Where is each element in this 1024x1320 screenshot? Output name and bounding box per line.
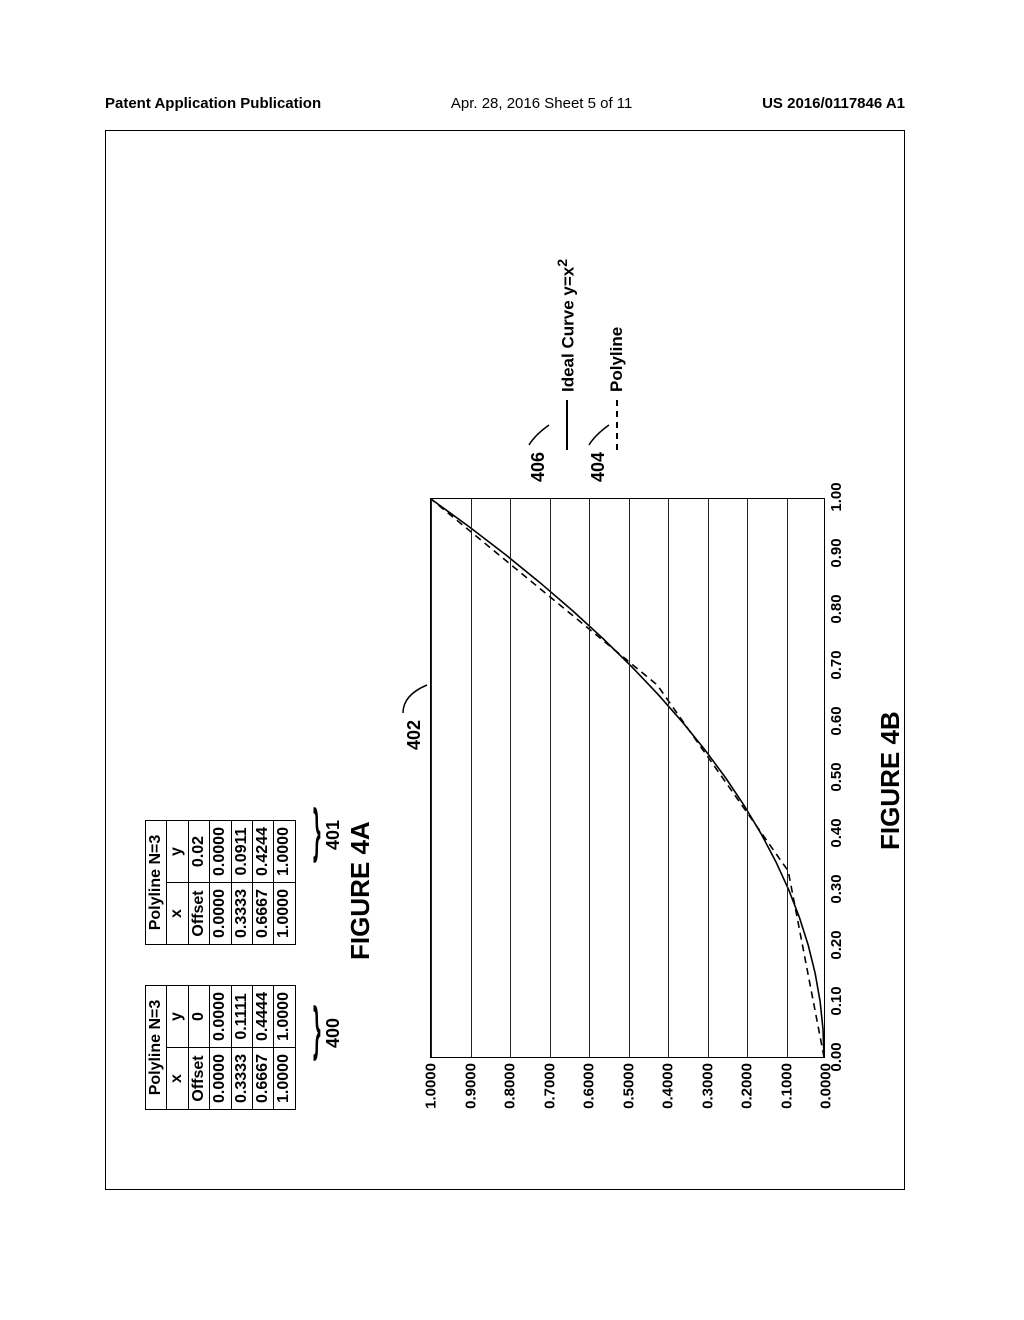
y-tick-label: 0.9000 xyxy=(462,1057,479,1109)
table-left-offset-label: Offset xyxy=(188,1048,209,1110)
figure-4b-chart: 402 0.00000.10000.20000.30000.40000.5000… xyxy=(425,250,875,1130)
table-cell: 0.4244 xyxy=(252,821,273,883)
y-tick-label: 0.2000 xyxy=(739,1057,756,1109)
table-right-col-x: x xyxy=(167,883,188,945)
figure-4b-caption: FIGURE 4B xyxy=(875,711,906,850)
y-tick-label: 0.7000 xyxy=(541,1057,558,1109)
x-tick-label: 1.00 xyxy=(824,482,845,511)
table-right-offset-value: 0.02 xyxy=(188,821,209,883)
chart-plot-area: 0.00000.10000.20000.30000.40000.50000.60… xyxy=(430,498,825,1058)
brace-icon: ⏟ xyxy=(285,985,319,1081)
y-tick-label: 0.8000 xyxy=(502,1057,519,1109)
y-tick-label: 0.1000 xyxy=(778,1057,795,1109)
refnum-401: ⏟ 401 xyxy=(289,820,344,850)
header-left: Patent Application Publication xyxy=(105,95,321,112)
table-cell: 0.3333 xyxy=(231,1048,252,1110)
legend-line-polyline xyxy=(616,400,618,450)
table-left-title: Polyline N=3 xyxy=(146,986,167,1110)
table-cell: 0.0000 xyxy=(210,821,231,883)
figure-stage: Polyline N=3 x y Offset 0 0.00000.0000 0… xyxy=(105,130,905,1190)
table-right-col-y: y xyxy=(167,821,188,883)
table-cell: 0.6667 xyxy=(252,883,273,945)
chart-legend: 406 Ideal Curve y=x2 404 Polyline xyxy=(555,259,655,450)
table-cell: 0.0911 xyxy=(231,821,252,883)
x-tick-label: 0.80 xyxy=(824,594,845,623)
table-right-offset-label: Offset xyxy=(188,883,209,945)
x-tick-label: 0.10 xyxy=(824,986,845,1015)
table-right-title: Polyline N=3 xyxy=(146,821,167,945)
x-tick-label: 0.50 xyxy=(824,762,845,791)
table-cell: 0.6667 xyxy=(252,1048,273,1110)
table-cell: 0.0000 xyxy=(210,1048,231,1110)
brace-icon: ⏟ xyxy=(285,787,319,883)
polyline-curve xyxy=(431,499,824,1057)
table-cell: 0.0000 xyxy=(210,986,231,1048)
table-cell: 0.3333 xyxy=(231,883,252,945)
table-cell: 0.4444 xyxy=(252,986,273,1048)
table-cell: 0.0000 xyxy=(210,883,231,945)
y-tick-label: 0.3000 xyxy=(699,1057,716,1109)
header-center: Apr. 28, 2016 Sheet 5 of 11 xyxy=(451,95,633,112)
y-tick-label: 0.5000 xyxy=(620,1057,637,1109)
chart-svg xyxy=(431,499,824,1057)
refnum-402: 402 xyxy=(401,671,429,750)
figure-4a-caption: FIGURE 4A xyxy=(345,821,376,960)
header-right: US 2016/0117846 A1 xyxy=(762,95,905,112)
table-left-offset-value: 0 xyxy=(188,986,209,1048)
refnum-406: 406 xyxy=(527,417,551,482)
table-cell: 1.0000 xyxy=(274,883,295,945)
table-left-col-x: x xyxy=(167,1048,188,1110)
figure-4a-tables: Polyline N=3 x y Offset 0 0.00000.0000 0… xyxy=(145,820,296,1110)
ideal-curve xyxy=(431,499,824,1057)
legend-ideal-label: Ideal Curve y=x2 xyxy=(555,259,579,392)
polyline-table-right: Polyline N=3 x y Offset 0.02 0.00000.000… xyxy=(145,820,296,945)
legend-ideal-row: Ideal Curve y=x2 xyxy=(555,259,579,450)
page-header: Patent Application Publication Apr. 28, … xyxy=(105,95,905,112)
x-tick-label: 0.90 xyxy=(824,538,845,567)
x-tick-label: 0.70 xyxy=(824,650,845,679)
y-tick-label: 0.6000 xyxy=(581,1057,598,1109)
legend-line-ideal xyxy=(566,400,568,450)
x-tick-label: 0.20 xyxy=(824,930,845,959)
y-tick-label: 1.0000 xyxy=(423,1057,440,1109)
polyline-table-left: Polyline N=3 x y Offset 0 0.00000.0000 0… xyxy=(145,985,296,1110)
x-tick-label: 0.00 xyxy=(824,1042,845,1071)
refnum-400: ⏟ 400 xyxy=(289,1018,344,1048)
table-left-col-y: y xyxy=(167,986,188,1048)
table-cell: 0.1111 xyxy=(231,986,252,1048)
x-tick-label: 0.40 xyxy=(824,818,845,847)
x-tick-label: 0.60 xyxy=(824,706,845,735)
legend-polyline-label: Polyline xyxy=(607,327,627,392)
x-tick-label: 0.30 xyxy=(824,874,845,903)
y-tick-label: 0.4000 xyxy=(660,1057,677,1109)
refnum-404: 404 xyxy=(587,417,611,482)
